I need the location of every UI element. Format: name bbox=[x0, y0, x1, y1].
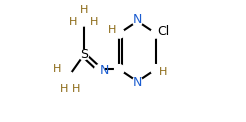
Circle shape bbox=[151, 28, 160, 38]
Text: N: N bbox=[100, 64, 109, 77]
Text: H: H bbox=[69, 17, 78, 27]
Text: H: H bbox=[52, 64, 61, 74]
Text: H: H bbox=[60, 84, 68, 94]
Circle shape bbox=[79, 50, 89, 60]
Text: H: H bbox=[80, 5, 88, 15]
Circle shape bbox=[115, 28, 124, 38]
Text: Cl: Cl bbox=[157, 25, 170, 38]
Circle shape bbox=[66, 72, 73, 79]
Text: S: S bbox=[80, 48, 88, 61]
Text: H: H bbox=[159, 67, 167, 77]
Circle shape bbox=[80, 19, 87, 26]
Circle shape bbox=[151, 65, 160, 74]
Circle shape bbox=[95, 65, 104, 74]
Text: H: H bbox=[72, 84, 80, 94]
Text: H: H bbox=[90, 17, 98, 27]
Circle shape bbox=[133, 16, 142, 26]
Text: N: N bbox=[133, 14, 142, 26]
Circle shape bbox=[133, 77, 142, 86]
Text: H: H bbox=[108, 25, 116, 35]
Text: N: N bbox=[133, 76, 142, 89]
Circle shape bbox=[115, 65, 124, 74]
